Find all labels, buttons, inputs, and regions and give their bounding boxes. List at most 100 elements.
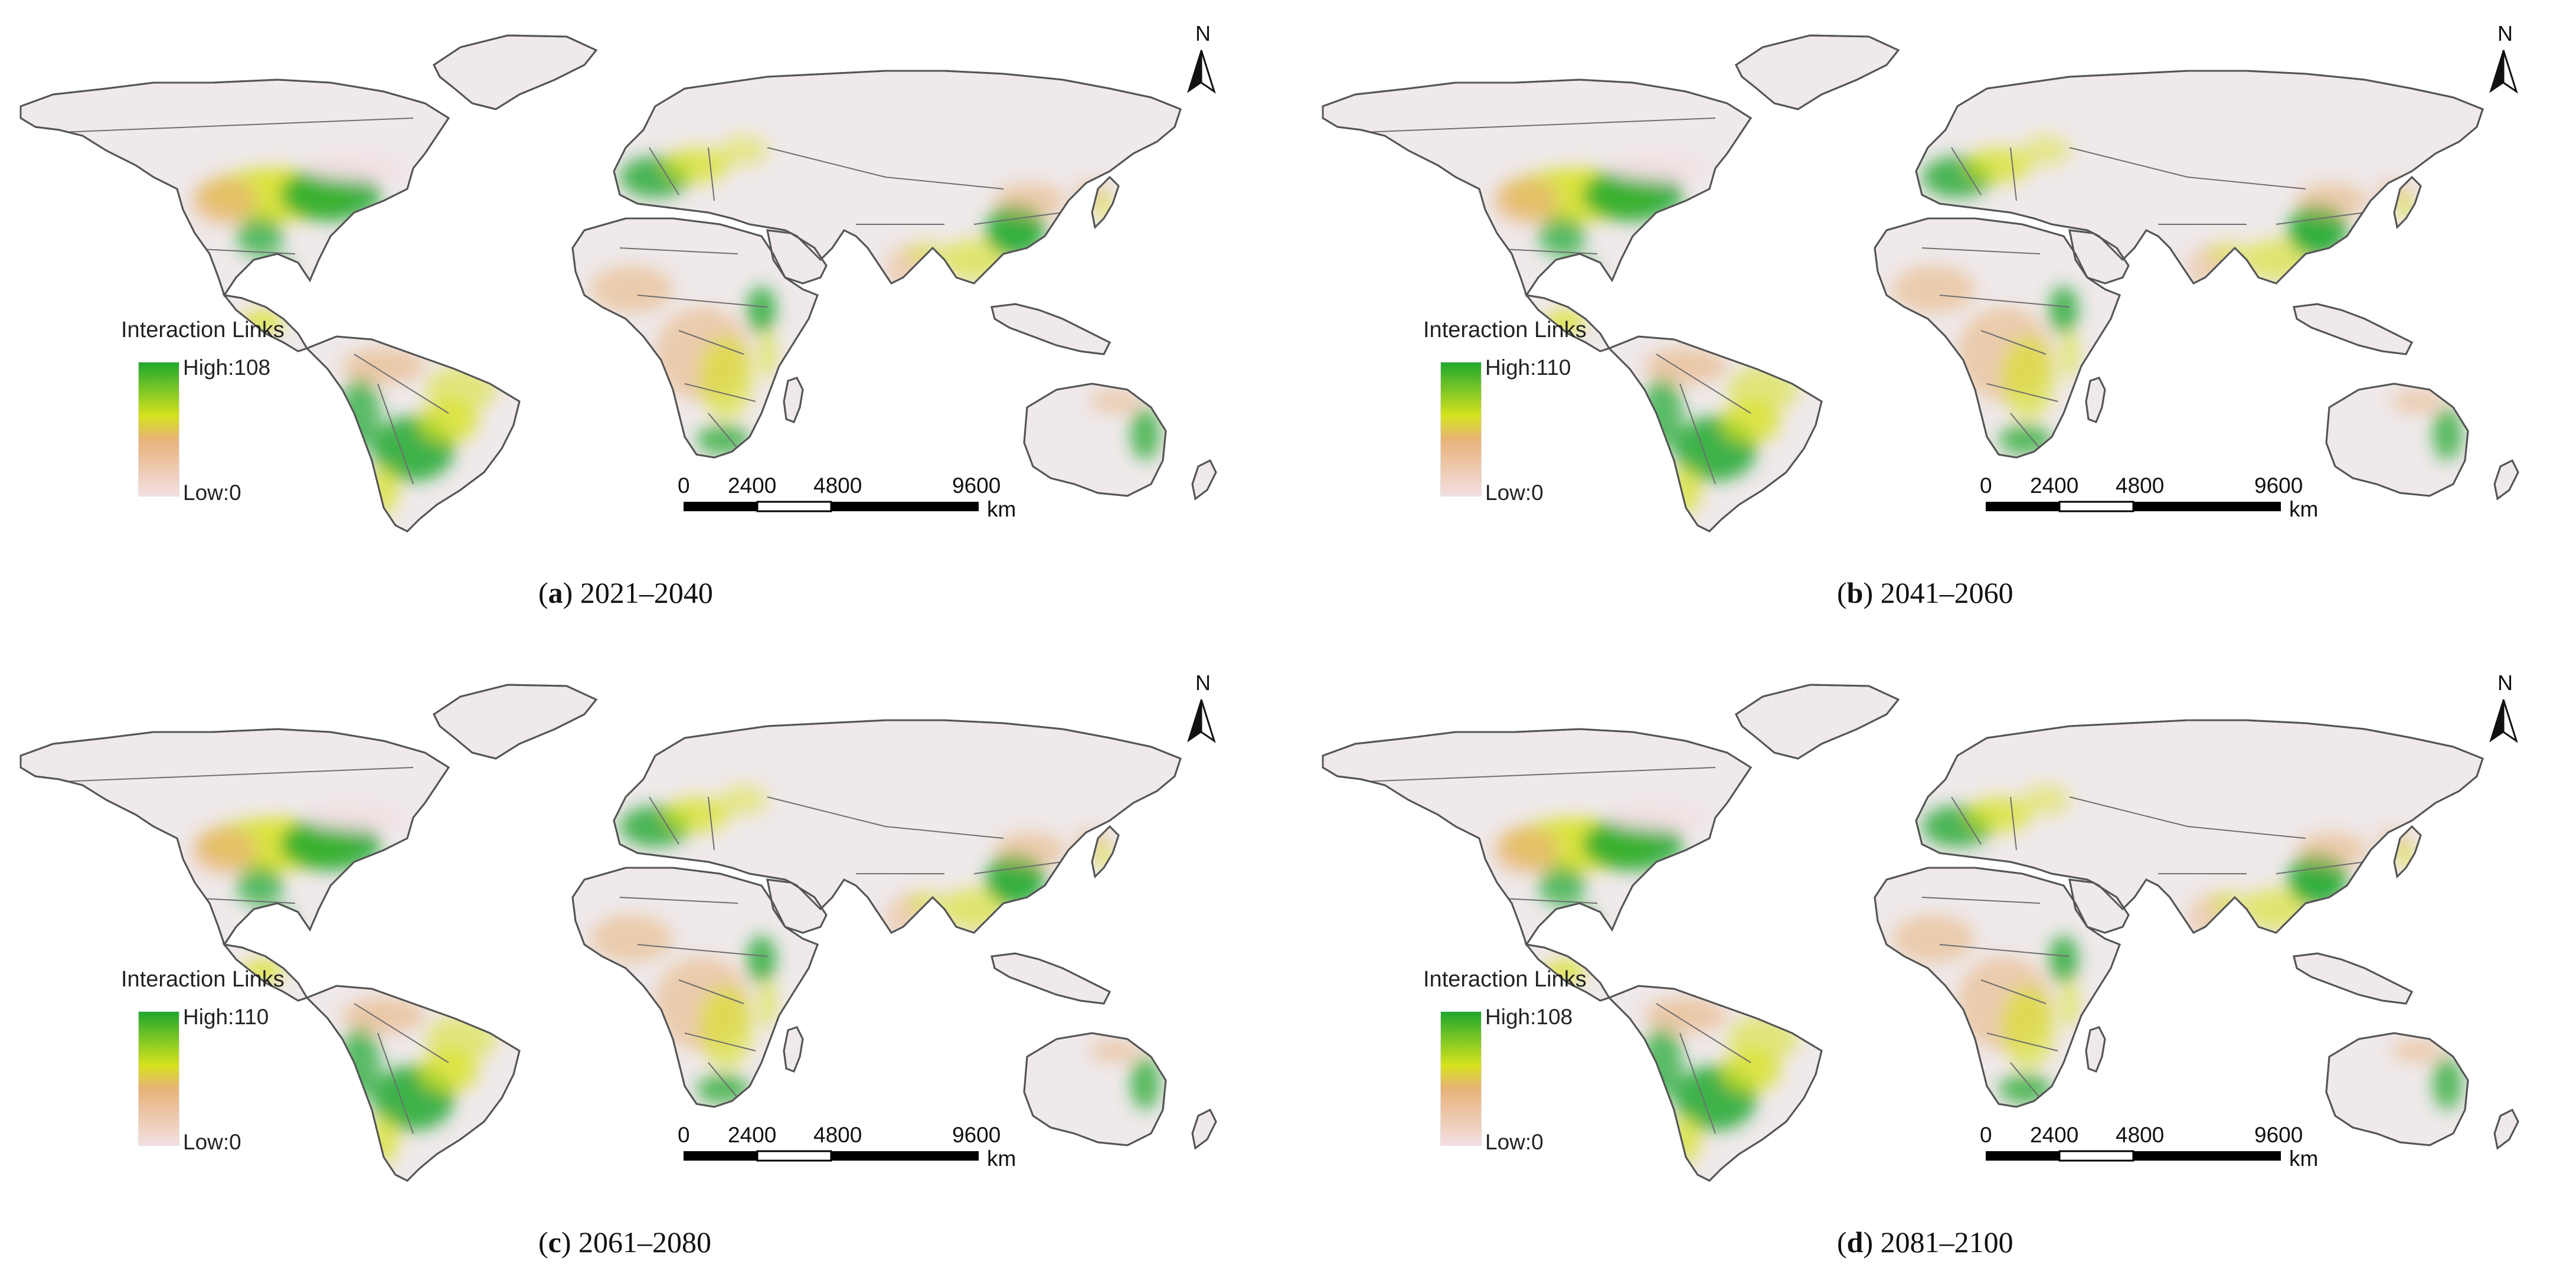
scale-tick-9600: 9600 xyxy=(952,473,1001,498)
country-border xyxy=(619,897,738,904)
heat-region xyxy=(2022,136,2070,165)
heat-region xyxy=(2022,785,2070,815)
legend-low-label: Low:0 xyxy=(183,481,241,505)
panel-caption: (a) 2021–2040 xyxy=(538,576,713,609)
country-border xyxy=(1986,383,2058,402)
coastline xyxy=(1023,383,1167,497)
legend-color-ramp xyxy=(1440,1011,1482,1146)
heat-region xyxy=(261,908,294,934)
coastline xyxy=(1091,175,1120,230)
heat-region xyxy=(1606,155,1707,181)
coastline xyxy=(305,335,521,532)
heat-region xyxy=(664,797,729,832)
heat-region xyxy=(1563,908,1596,934)
heat-region xyxy=(995,183,1065,218)
scale-tick-2400: 2400 xyxy=(2030,1123,2079,1147)
coastline xyxy=(1607,985,1823,1182)
coastlines xyxy=(1322,684,2519,1182)
scale-tick-2400: 2400 xyxy=(728,473,777,498)
country-border xyxy=(1656,1003,1751,1063)
heat-region xyxy=(697,1074,750,1104)
heat-region xyxy=(2391,390,2444,413)
heat-region xyxy=(1645,348,1727,384)
country-border xyxy=(47,767,414,783)
heat-region xyxy=(1130,407,1160,460)
coastline xyxy=(783,377,804,423)
heat-region xyxy=(1563,259,1596,285)
heat-region xyxy=(759,980,776,1027)
country-border xyxy=(1679,383,1716,485)
scale-tick-0: 0 xyxy=(1980,473,1992,498)
legend-low-label: Low:0 xyxy=(1485,481,1544,505)
heat-region xyxy=(236,865,283,906)
scale-tick-9600: 9600 xyxy=(2254,1123,2303,1147)
country-border xyxy=(1679,1033,1716,1134)
legend-high-label: High:110 xyxy=(183,1005,269,1029)
country-border xyxy=(2010,413,2041,449)
country-border xyxy=(973,212,1063,225)
country-border xyxy=(684,383,756,402)
legend-title: Interaction Links xyxy=(121,967,285,992)
scale-unit: km xyxy=(987,497,1016,521)
heat-region xyxy=(1999,1074,2052,1104)
heat-region xyxy=(1494,177,1559,224)
legend-high-label: High:108 xyxy=(183,355,271,380)
scale-segment xyxy=(831,1151,979,1161)
coastline xyxy=(990,952,1112,1005)
scale-segment xyxy=(684,502,757,511)
country-border xyxy=(1349,767,1716,783)
country-border xyxy=(2010,796,2017,851)
coastline xyxy=(19,728,450,947)
se-asia-islands xyxy=(2293,952,2414,1005)
heat-region xyxy=(280,818,381,871)
heat-region xyxy=(2433,1057,2462,1110)
heat-region xyxy=(192,826,257,874)
legend-low-label: Low:0 xyxy=(1485,1130,1544,1154)
scale-tick-4800: 4800 xyxy=(2116,473,2165,498)
country-borders xyxy=(47,117,1063,485)
scale-tick-9600: 9600 xyxy=(2254,473,2303,498)
country-border xyxy=(767,147,886,178)
heat-region xyxy=(1583,168,1683,221)
heat-region xyxy=(699,986,753,1069)
scale-tick-4800: 4800 xyxy=(2116,1123,2165,1147)
heat-region xyxy=(1721,401,1780,443)
coastlines xyxy=(19,684,1217,1182)
heat-region xyxy=(1966,797,2031,832)
country-border xyxy=(1921,247,2041,254)
scale-tick-4800: 4800 xyxy=(813,473,862,498)
heat-region xyxy=(1999,425,2052,455)
coastline xyxy=(1322,79,1753,298)
scale-bar xyxy=(684,501,979,512)
caption-letter: d xyxy=(1846,1226,1864,1259)
heat-region xyxy=(1538,215,1586,257)
heat-region xyxy=(759,331,776,378)
country-border xyxy=(354,1003,449,1063)
coastline xyxy=(222,293,309,352)
heat-region xyxy=(342,348,425,384)
coastline xyxy=(2493,1108,2519,1150)
caption-period: 2061–2080 xyxy=(578,1226,712,1259)
country-border xyxy=(619,247,738,254)
country-border xyxy=(47,117,414,133)
coastline xyxy=(1322,728,1753,947)
heat-region xyxy=(2297,832,2368,868)
scale-segment xyxy=(756,501,832,512)
north-label: N xyxy=(1195,671,1211,695)
heat-region xyxy=(747,286,776,334)
scale-segment xyxy=(2133,502,2281,511)
coastline xyxy=(1023,1032,1167,1146)
world-map xyxy=(19,34,1217,532)
scale-unit: km xyxy=(987,1146,1016,1171)
interaction-links-layer xyxy=(1494,785,2462,1163)
heat-region xyxy=(2391,1039,2444,1063)
caption-letter: b xyxy=(1846,576,1864,609)
scale-segment xyxy=(831,502,979,511)
country-border xyxy=(2010,1062,2041,1099)
scale-segment xyxy=(684,1151,757,1161)
coastline xyxy=(2085,1026,2106,1073)
world-map xyxy=(19,684,1217,1182)
country-border xyxy=(1921,897,2041,904)
coastline xyxy=(2293,952,2414,1005)
heat-region xyxy=(236,215,283,257)
